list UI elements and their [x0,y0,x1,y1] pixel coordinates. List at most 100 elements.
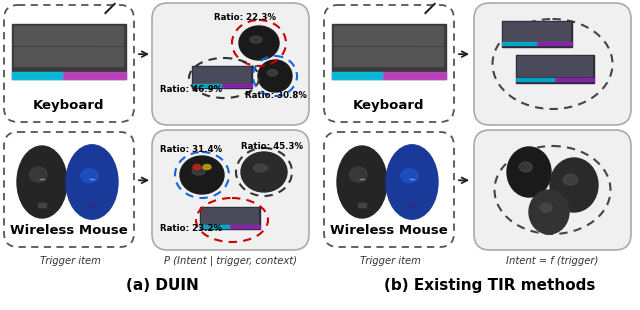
Bar [397,47,404,56]
Bar [517,70,525,76]
Bar [116,36,123,45]
Bar [349,57,356,66]
Bar [373,47,380,56]
Bar [413,57,419,66]
Ellipse shape [193,165,201,170]
Bar [389,36,396,45]
Bar [244,73,250,77]
Bar [192,66,252,88]
Bar [358,203,365,206]
Bar [537,42,572,46]
Bar [517,63,525,69]
Bar [420,47,428,56]
Bar [397,36,404,45]
Bar [420,36,428,45]
Bar [216,208,222,212]
Bar [408,204,416,207]
Bar [200,67,207,72]
Bar [29,26,36,35]
Bar [420,26,428,35]
Bar [100,47,108,56]
Bar [38,57,44,66]
Bar [100,26,108,35]
Ellipse shape [507,147,551,197]
Bar [208,214,214,218]
Bar [38,47,44,56]
Bar [358,57,364,66]
Bar [428,57,435,66]
Bar [537,22,545,28]
Bar [230,208,236,212]
Bar [207,78,214,82]
Bar [404,47,412,56]
Bar [503,29,511,34]
Bar [200,73,207,77]
Bar [527,70,535,76]
Bar [536,63,545,69]
Bar [12,24,126,79]
Ellipse shape [519,162,532,172]
Bar [373,36,380,45]
Bar [574,56,582,62]
Bar [200,78,207,82]
Bar [22,36,29,45]
Bar [527,63,535,69]
Bar [193,73,200,77]
Bar [84,26,92,35]
Bar [237,219,244,224]
Bar [244,208,251,212]
Bar [244,214,251,218]
Bar [201,214,207,218]
FancyBboxPatch shape [474,3,631,125]
Bar [545,35,553,41]
FancyBboxPatch shape [152,130,309,250]
Bar [216,214,222,218]
Bar [529,29,536,34]
Bar [334,26,341,35]
Bar [555,70,564,76]
Bar [38,36,44,45]
Bar [555,78,594,81]
Bar [207,67,214,72]
Ellipse shape [180,156,224,194]
Bar [502,21,572,47]
Bar [389,26,396,35]
Ellipse shape [401,169,418,183]
Bar [38,26,44,35]
Text: Ratio: 46.9%: Ratio: 46.9% [160,85,222,94]
Bar [22,57,29,66]
Bar [84,57,92,66]
Bar [334,36,341,45]
Bar [53,47,60,56]
Bar [536,56,545,62]
Bar [116,57,123,66]
Bar [215,67,221,72]
Bar [229,78,236,82]
Bar [383,72,446,79]
Bar [207,73,214,77]
Bar [53,26,60,35]
Bar [223,214,229,218]
Bar [389,47,396,56]
Text: (a) DUIN: (a) DUIN [125,278,198,293]
Bar [237,78,243,82]
Bar [223,219,229,224]
Bar [520,22,528,28]
Bar [53,36,60,45]
Bar [404,36,412,45]
Ellipse shape [268,70,278,76]
Bar [365,26,372,35]
Bar [93,36,99,45]
Ellipse shape [563,174,578,185]
Bar [252,214,258,218]
Ellipse shape [203,165,211,170]
FancyBboxPatch shape [474,130,631,250]
Bar [12,72,63,79]
Bar [230,219,236,224]
Bar [116,26,123,35]
Ellipse shape [529,190,569,234]
Bar [29,57,36,66]
Bar [38,203,45,206]
Bar [100,57,108,66]
Bar [413,47,419,56]
